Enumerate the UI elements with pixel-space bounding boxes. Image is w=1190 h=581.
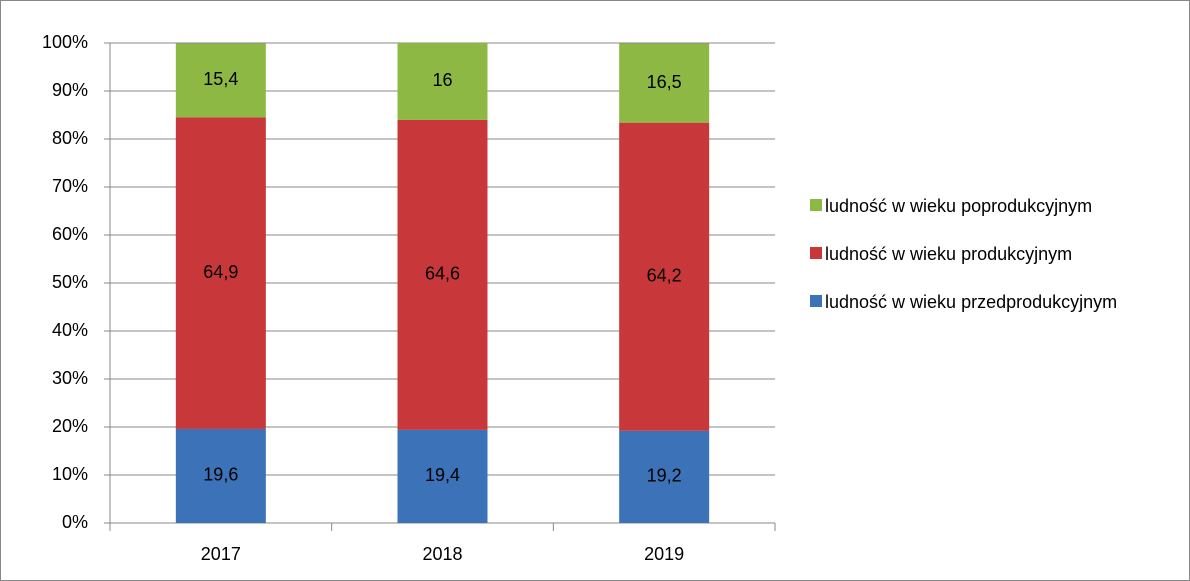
legend-label: ludność w wieku produkcyjnym <box>825 244 1073 264</box>
legend-label: ludność w wieku przedprodukcyjnym <box>825 292 1118 312</box>
legend-label: ludność w wieku poprodukcyjnym <box>825 196 1093 216</box>
x-tick-label: 2018 <box>422 544 462 564</box>
bar-segment <box>175 43 266 118</box>
legend-swatch <box>810 247 822 259</box>
legend-swatch <box>810 295 822 307</box>
x-tick-label: 2017 <box>201 544 241 564</box>
bar-segment <box>175 428 266 523</box>
data-label: 19,2 <box>647 466 682 486</box>
legend-item: ludność w wieku produkcyjnym <box>810 238 1180 270</box>
legend-item: ludność w wieku poprodukcyjnym <box>810 190 1180 222</box>
data-label: 16,5 <box>647 72 682 92</box>
data-label: 15,4 <box>203 69 238 89</box>
legend-swatch <box>810 199 822 211</box>
data-label: 16 <box>432 70 452 90</box>
y-tick-label: 30% <box>52 368 88 388</box>
y-tick-label: 50% <box>52 272 88 292</box>
y-tick-label: 60% <box>52 224 88 244</box>
bar-segment <box>397 43 488 120</box>
x-tick-label: 2019 <box>644 544 684 564</box>
y-tick-label: 80% <box>52 128 88 148</box>
bar-segment <box>397 119 488 430</box>
y-tick-label: 90% <box>52 80 88 100</box>
data-label: 64,6 <box>425 264 460 284</box>
y-tick-label: 20% <box>52 416 88 436</box>
y-tick-label: 0% <box>62 512 88 532</box>
legend-item: ludność w wieku przedprodukcyjnym <box>810 286 1180 318</box>
data-label: 19,4 <box>425 465 460 485</box>
legend: ludność w wieku poprodukcyjnym ludność w … <box>810 190 1180 334</box>
y-tick-label: 70% <box>52 176 88 196</box>
y-tick-label: 10% <box>52 464 88 484</box>
bar-segment <box>397 429 488 523</box>
data-label: 19,6 <box>203 465 238 485</box>
bar-segment <box>619 430 710 523</box>
data-label: 64,2 <box>647 266 682 286</box>
data-label: 64,9 <box>203 262 238 282</box>
y-tick-label: 100% <box>42 32 88 52</box>
bar-segment <box>619 43 710 123</box>
bar-segment <box>175 117 266 429</box>
y-tick-label: 40% <box>52 320 88 340</box>
bar-segment <box>619 122 710 431</box>
